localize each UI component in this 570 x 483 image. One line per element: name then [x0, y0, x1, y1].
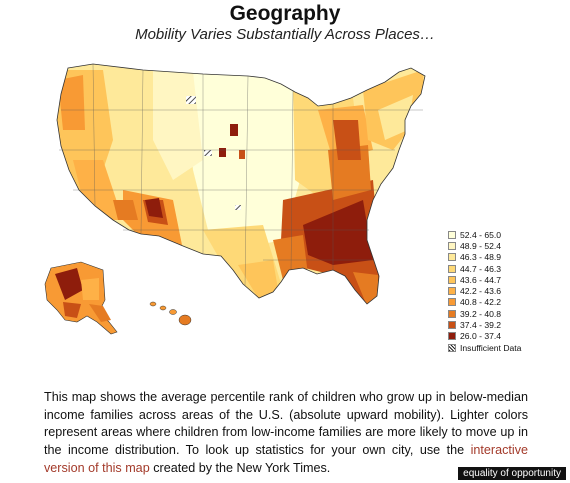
watermark-badge: equality of opportunity: [458, 467, 566, 480]
figure-title: Geography: [229, 2, 341, 25]
legend-label: 48.9 - 52.4: [460, 240, 502, 251]
legend-swatch: [448, 332, 456, 341]
legend-label: Insufficient Data: [460, 342, 522, 353]
legend-item: 44.7 - 46.3: [448, 263, 568, 274]
legend-swatch: [448, 287, 456, 296]
legend-label: 26.0 - 37.4: [460, 331, 502, 342]
legend-item: 52.4 - 65.0: [448, 229, 568, 240]
interactive-map-link[interactable]: interactive version of this map: [44, 443, 528, 475]
description-text-before: This map shows the average percentile ra…: [44, 390, 528, 458]
legend-label: 52.4 - 65.0: [460, 229, 502, 240]
legend-swatch: [448, 298, 456, 307]
legend-swatch: [448, 275, 456, 284]
legend-label: 40.8 - 42.2: [460, 297, 502, 308]
legend-label: 46.3 - 48.9: [460, 252, 502, 263]
map-legend: 52.4 - 65.0 48.9 - 52.4 46.3 - 48.9 44.7 - …: [448, 229, 568, 353]
legend-swatch: [448, 241, 456, 250]
legend-item: 40.8 - 42.2: [448, 297, 568, 308]
legend-label: 37.4 - 39.2: [460, 320, 502, 331]
legend-label: 39.2 - 40.8: [460, 308, 502, 319]
legend-label: 43.6 - 44.7: [460, 274, 502, 285]
legend-item: 43.6 - 44.7: [448, 274, 568, 285]
legend-item: 42.2 - 43.6: [448, 285, 568, 296]
legend-label: 44.7 - 46.3: [460, 263, 502, 274]
map-description: This map shows the average percentile ra…: [44, 389, 528, 478]
legend-swatch-hatched: [448, 343, 456, 352]
legend-swatch: [448, 309, 456, 318]
legend-item: 46.3 - 48.9: [448, 252, 568, 263]
legend-item: 37.4 - 39.2: [448, 319, 568, 330]
legend-label: 42.2 - 43.6: [460, 286, 502, 297]
legend-item: 26.0 - 37.4: [448, 331, 568, 342]
legend-item: 39.2 - 40.8: [448, 308, 568, 319]
legend-swatch: [448, 230, 456, 239]
legend-swatch: [448, 264, 456, 273]
figure-subtitle: Mobility Varies Substantially Across Pla…: [135, 26, 435, 43]
description-text-after: created by the New York Times.: [149, 460, 331, 475]
legend-item-insufficient: Insufficient Data: [448, 342, 568, 353]
legend-swatch: [448, 321, 456, 330]
legend-item: 48.9 - 52.4: [448, 240, 568, 251]
legend-swatch: [448, 253, 456, 262]
us-mobility-map: [44, 63, 426, 335]
